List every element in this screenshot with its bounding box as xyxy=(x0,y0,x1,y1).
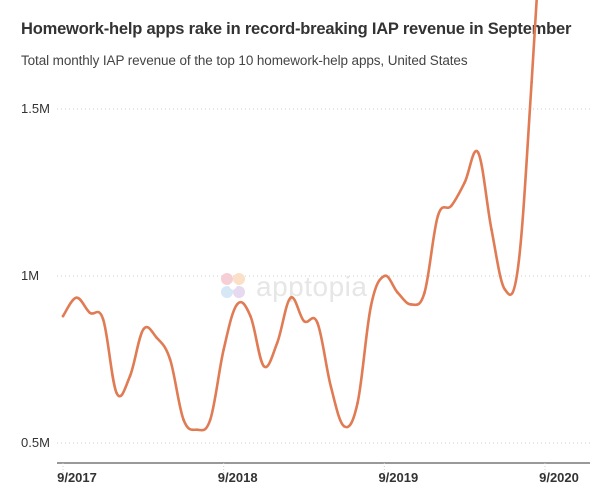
x-tick-label: 9/2017 xyxy=(57,470,97,485)
data-point xyxy=(155,336,159,340)
data-point xyxy=(61,314,65,318)
data-point xyxy=(383,274,386,278)
data-point xyxy=(195,428,199,431)
data-point xyxy=(356,401,359,405)
chart-title: Homework-help apps rake in record-breaki… xyxy=(21,20,572,38)
apptopia-watermark: apptopia xyxy=(221,271,367,302)
data-point xyxy=(449,204,453,208)
data-point xyxy=(490,227,493,231)
data-point xyxy=(423,291,426,295)
data-point xyxy=(369,304,373,308)
data-point xyxy=(115,391,118,395)
gridlines xyxy=(57,108,590,444)
watermark-text: apptopia xyxy=(256,271,367,302)
data-point xyxy=(128,374,132,378)
y-tick-label: 0.5M xyxy=(21,435,50,450)
data-point xyxy=(329,384,333,388)
data-point xyxy=(75,296,78,300)
data-point xyxy=(436,214,440,218)
data-point xyxy=(342,425,346,428)
data-point xyxy=(182,418,185,421)
data-point xyxy=(262,364,266,368)
data-point xyxy=(222,348,225,351)
x-tick-label: 9/2020 xyxy=(539,470,579,485)
data-point xyxy=(409,303,413,306)
x-tick-label: 9/2019 xyxy=(378,470,418,485)
data-point xyxy=(463,181,466,184)
revenue-line xyxy=(61,0,538,432)
data-point xyxy=(516,264,520,268)
data-point xyxy=(275,341,279,345)
data-point xyxy=(142,328,145,331)
data-point xyxy=(503,288,507,291)
apptopia-logo-icon xyxy=(221,273,245,298)
data-point xyxy=(302,319,306,323)
chart-subtitle: Total monthly IAP revenue of the top 10 … xyxy=(21,53,468,68)
data-point xyxy=(235,303,239,306)
data-point xyxy=(88,311,92,315)
data-point xyxy=(316,321,319,325)
x-axis-ticks: 9/2017 9/2018 9/2019 9/2020 xyxy=(57,463,579,485)
data-point xyxy=(289,296,292,300)
series-layer xyxy=(61,0,538,432)
data-point xyxy=(396,291,400,295)
data-point xyxy=(249,314,252,318)
data-point xyxy=(530,80,533,84)
y-tick-label: 1M xyxy=(21,268,39,283)
data-point xyxy=(208,418,212,421)
x-tick-label: 9/2018 xyxy=(218,470,258,485)
data-point xyxy=(101,318,105,321)
y-tick-label: 1.5M xyxy=(21,101,50,116)
data-point xyxy=(476,151,480,154)
data-point xyxy=(168,358,172,361)
